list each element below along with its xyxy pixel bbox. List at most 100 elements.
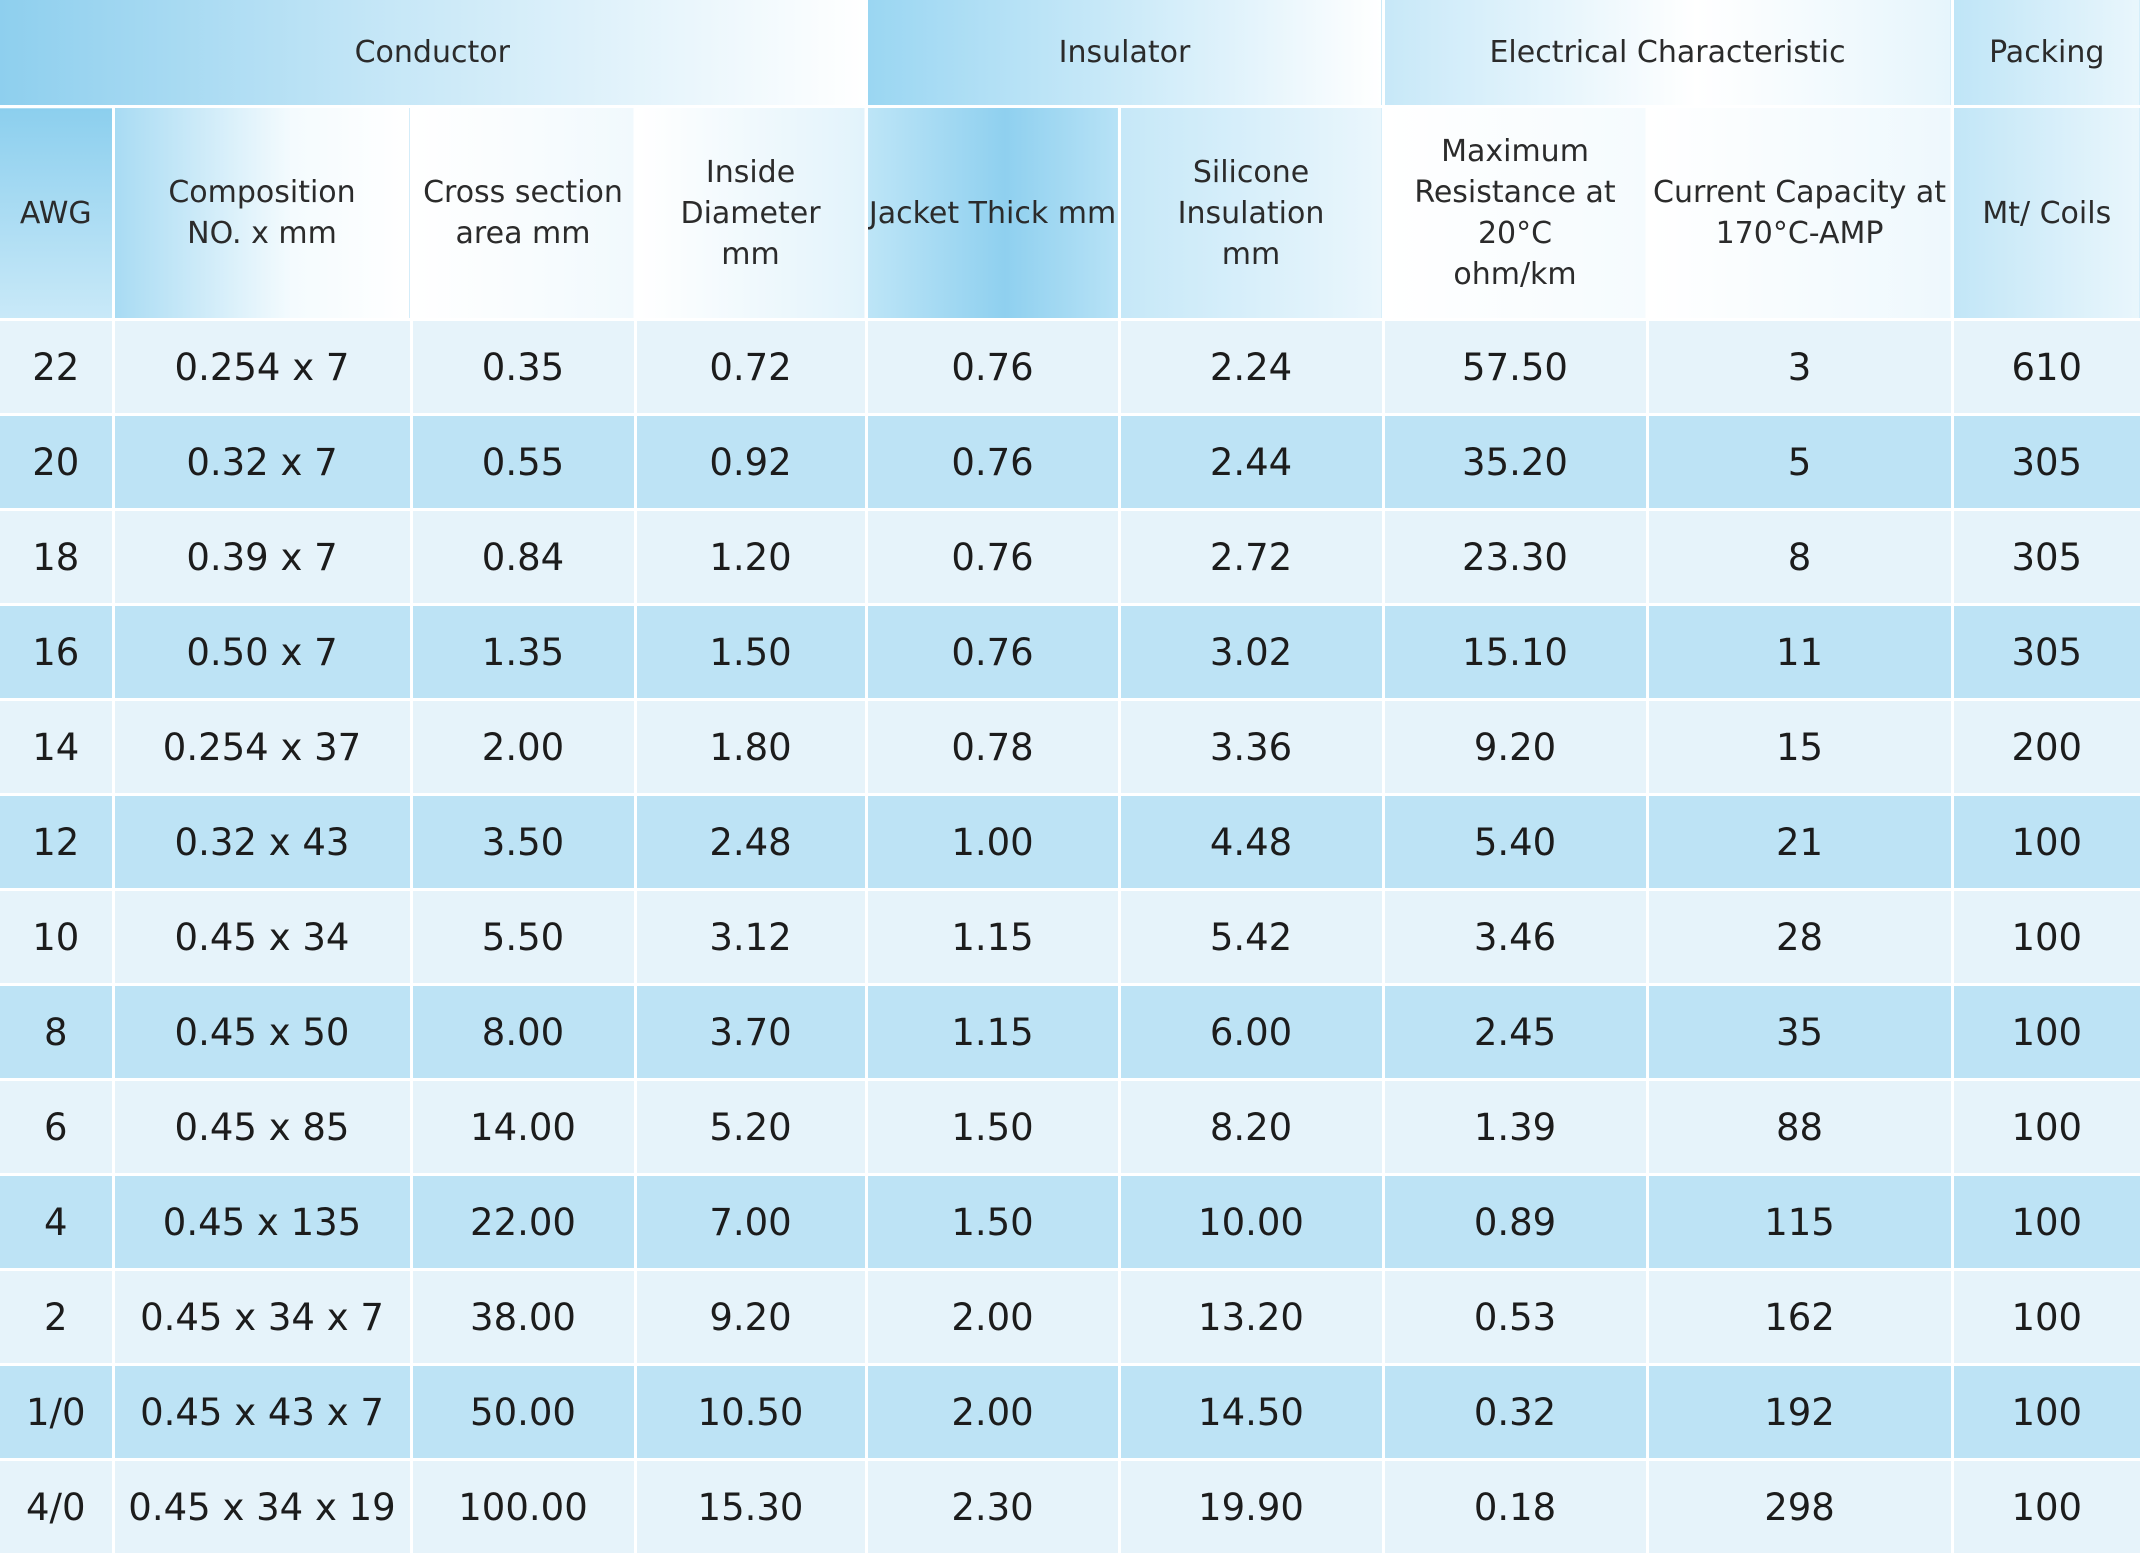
cell-silicone-insulation: 4.48 <box>1119 794 1385 891</box>
cell-jacket-thick: 0.76 <box>866 319 1121 416</box>
cell-current-capacity: 15 <box>1647 699 1954 796</box>
cell-cross-section-area: 0.55 <box>411 414 637 511</box>
cell-inside-diameter: 15.30 <box>635 1459 868 1556</box>
cell-jacket-thick: 1.00 <box>866 794 1121 891</box>
cell-awg: 12 <box>0 794 115 891</box>
cell-mt-coils: 100 <box>1952 1079 2140 1176</box>
group-header-packing: Packing <box>1952 0 2140 108</box>
cell-cross-section-area: 100.00 <box>411 1459 637 1556</box>
cell-max-resistance: 15.10 <box>1383 604 1649 701</box>
cell-composition: 0.45 x 50 <box>113 984 413 1081</box>
cell-composition: 0.254 x 7 <box>113 319 413 416</box>
column-header-line: Cross section <box>423 175 623 210</box>
cell-cross-section-area: 3.50 <box>411 794 637 891</box>
cell-cross-section-area: 8.00 <box>411 984 637 1081</box>
cell-current-capacity: 28 <box>1647 889 1954 986</box>
cell-inside-diameter: 7.00 <box>635 1174 868 1271</box>
cell-current-capacity: 162 <box>1647 1269 1954 1366</box>
cell-awg: 1/0 <box>0 1364 115 1461</box>
cell-cross-section-area: 0.84 <box>411 509 637 606</box>
cell-mt-coils: 100 <box>1952 1269 2140 1366</box>
cell-awg: 14 <box>0 699 115 796</box>
cell-inside-diameter: 1.50 <box>635 604 868 701</box>
cell-max-resistance: 57.50 <box>1383 319 1649 416</box>
group-header-row: Conductor Insulator Electrical Character… <box>0 0 2140 108</box>
column-header-current-capacity: Current Capacity at 170°C-AMP <box>1647 106 1954 321</box>
column-header-line: Inside Diameter <box>680 154 821 231</box>
cell-cross-section-area: 38.00 <box>411 1269 637 1366</box>
cell-composition: 0.45 x 34 x 7 <box>113 1269 413 1366</box>
cell-mt-coils: 100 <box>1952 889 2140 986</box>
column-header-line: Insulation <box>1177 195 1325 231</box>
cell-silicone-insulation: 3.36 <box>1119 699 1385 796</box>
column-header-mt-coils: Mt/ Coils <box>1952 106 2140 321</box>
cell-cross-section-area: 5.50 <box>411 889 637 986</box>
cell-jacket-thick: 0.76 <box>866 509 1121 606</box>
cell-silicone-insulation: 14.50 <box>1119 1364 1385 1461</box>
cell-current-capacity: 11 <box>1647 604 1954 701</box>
cell-mt-coils: 100 <box>1952 1459 2140 1556</box>
column-header-line: area mm <box>455 216 591 251</box>
cell-mt-coils: 100 <box>1952 1174 2140 1271</box>
cell-max-resistance: 5.40 <box>1383 794 1649 891</box>
cell-composition: 0.45 x 85 <box>113 1079 413 1176</box>
cell-current-capacity: 88 <box>1647 1079 1954 1176</box>
column-header-max-resistance: Maximum Resistance at 20°C ohm/km <box>1383 106 1649 321</box>
cell-max-resistance: 35.20 <box>1383 414 1649 511</box>
table-row: 2 0.45 x 34 x 7 38.00 9.20 2.00 13.20 0.53 162 1… <box>0 1269 2140 1366</box>
cell-composition: 0.32 x 7 <box>113 414 413 511</box>
cell-awg: 4 <box>0 1174 115 1271</box>
cell-cross-section-area: 1.35 <box>411 604 637 701</box>
cell-inside-diameter: 1.80 <box>635 699 868 796</box>
cell-composition: 0.45 x 135 <box>113 1174 413 1271</box>
cell-awg: 6 <box>0 1079 115 1176</box>
table-row: 14 0.254 x 37 2.00 1.80 0.78 3.36 9.20 15 200 <box>0 699 2140 796</box>
cell-cross-section-area: 50.00 <box>411 1364 637 1461</box>
table-row: 1/0 0.45 x 43 x 7 50.00 10.50 2.00 14.50 0.32 1… <box>0 1364 2140 1461</box>
cell-awg: 8 <box>0 984 115 1081</box>
cell-mt-coils: 100 <box>1952 794 2140 891</box>
table-row: 4/0 0.45 x 34 x 19 100.00 15.30 2.30 19.90 0.1… <box>0 1459 2140 1556</box>
cell-silicone-insulation: 2.44 <box>1119 414 1385 511</box>
table-row: 6 0.45 x 85 14.00 5.20 1.50 8.20 1.39 88 100 <box>0 1079 2140 1176</box>
cell-max-resistance: 3.46 <box>1383 889 1649 986</box>
cell-max-resistance: 9.20 <box>1383 699 1649 796</box>
table-row: 18 0.39 x 7 0.84 1.20 0.76 2.72 23.30 8 305 <box>0 509 2140 606</box>
table-row: 16 0.50 x 7 1.35 1.50 0.76 3.02 15.10 11 305 <box>0 604 2140 701</box>
column-header-line: ohm/km <box>1453 257 1577 292</box>
cell-silicone-insulation: 6.00 <box>1119 984 1385 1081</box>
column-header-line: NO. x mm <box>187 216 337 251</box>
cell-jacket-thick: 2.00 <box>866 1269 1121 1366</box>
cell-jacket-thick: 1.15 <box>866 889 1121 986</box>
cell-jacket-thick: 2.30 <box>866 1459 1121 1556</box>
cell-mt-coils: 200 <box>1952 699 2140 796</box>
column-header-line: mm <box>1221 236 1281 272</box>
column-header-line: AWG <box>19 195 92 231</box>
cell-awg: 22 <box>0 319 115 416</box>
column-header-row: AWG Composition NO. x mm Cross section area … <box>0 106 2140 321</box>
cell-max-resistance: 0.18 <box>1383 1459 1649 1556</box>
cell-mt-coils: 610 <box>1952 319 2140 416</box>
cell-current-capacity: 8 <box>1647 509 1954 606</box>
cell-awg: 4/0 <box>0 1459 115 1556</box>
table-row: 8 0.45 x 50 8.00 3.70 1.15 6.00 2.45 35 100 <box>0 984 2140 1081</box>
cell-jacket-thick: 0.78 <box>866 699 1121 796</box>
cell-current-capacity: 21 <box>1647 794 1954 891</box>
cell-inside-diameter: 0.92 <box>635 414 868 511</box>
table-row: 10 0.45 x 34 5.50 3.12 1.15 5.42 3.46 28 100 <box>0 889 2140 986</box>
cell-composition: 0.50 x 7 <box>113 604 413 701</box>
cell-inside-diameter: 10.50 <box>635 1364 868 1461</box>
cell-mt-coils: 305 <box>1952 604 2140 701</box>
cell-current-capacity: 115 <box>1647 1174 1954 1271</box>
cell-awg: 20 <box>0 414 115 511</box>
table-row: 4 0.45 x 135 22.00 7.00 1.50 10.00 0.89 115 100 <box>0 1174 2140 1271</box>
cell-silicone-insulation: 8.20 <box>1119 1079 1385 1176</box>
cell-current-capacity: 35 <box>1647 984 1954 1081</box>
cell-max-resistance: 23.30 <box>1383 509 1649 606</box>
cell-jacket-thick: 1.50 <box>866 1079 1121 1176</box>
column-header-awg: AWG <box>0 106 115 321</box>
cell-cross-section-area: 0.35 <box>411 319 637 416</box>
column-header-cross-section-area: Cross section area mm <box>411 106 637 321</box>
column-header-inside-diameter: Inside Diameter mm <box>635 106 868 321</box>
cell-composition: 0.39 x 7 <box>113 509 413 606</box>
